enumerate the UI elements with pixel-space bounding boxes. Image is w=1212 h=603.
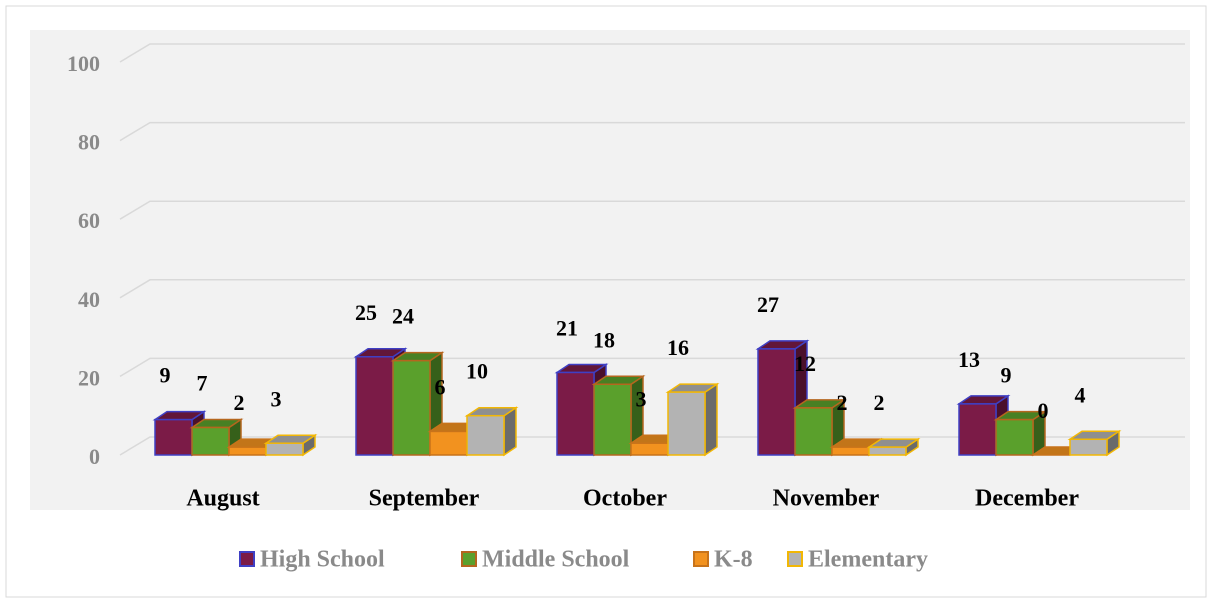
bar xyxy=(355,356,394,456)
bar xyxy=(667,391,706,456)
data-label: 10 xyxy=(466,359,488,384)
data-label: 13 xyxy=(958,347,980,372)
legend-swatch xyxy=(787,551,803,567)
legend-swatch xyxy=(239,551,255,567)
bar xyxy=(265,442,304,456)
y-tick-label: 20 xyxy=(78,365,100,390)
data-label: 24 xyxy=(392,304,414,329)
bar xyxy=(593,383,632,456)
y-tick-label: 0 xyxy=(89,444,100,469)
bar xyxy=(868,446,907,456)
bar xyxy=(831,446,870,456)
grid-line xyxy=(119,279,1185,299)
bar xyxy=(995,418,1034,456)
bar xyxy=(757,348,796,456)
bar xyxy=(466,414,505,456)
bar xyxy=(794,407,833,456)
legend-label: High School xyxy=(260,547,385,573)
bar xyxy=(228,446,267,456)
data-label: 9 xyxy=(1001,363,1012,388)
grid-line xyxy=(119,200,1185,220)
data-label: 2 xyxy=(837,390,848,415)
data-label: 16 xyxy=(667,335,689,360)
y-tick-label: 40 xyxy=(78,287,100,312)
legend-swatch xyxy=(461,551,477,567)
data-label: 9 xyxy=(160,363,171,388)
bar xyxy=(429,430,468,456)
data-label: 3 xyxy=(271,386,282,411)
y-tick-label: 60 xyxy=(78,208,100,233)
data-label: 18 xyxy=(593,327,615,352)
legend-label: K-8 xyxy=(714,547,753,573)
bar xyxy=(191,426,230,456)
data-label: 21 xyxy=(556,316,578,341)
y-tick-label: 100 xyxy=(67,51,100,76)
bar xyxy=(1069,438,1108,456)
data-label: 2 xyxy=(234,390,245,415)
bar xyxy=(392,359,431,456)
legend-swatch xyxy=(693,551,709,567)
data-label: 3 xyxy=(636,386,647,411)
data-label: 6 xyxy=(435,374,446,399)
data-label: 12 xyxy=(794,351,816,376)
x-tick-label: October xyxy=(583,486,667,512)
bar xyxy=(630,442,669,456)
legend-label: Elementary xyxy=(808,547,928,573)
bar xyxy=(958,403,997,456)
data-label: 7 xyxy=(197,371,208,396)
grid-line xyxy=(119,357,1185,378)
data-label: 27 xyxy=(757,292,779,317)
grid-line xyxy=(119,43,1185,63)
x-tick-label: August xyxy=(186,486,259,512)
bar-side xyxy=(704,382,718,457)
legend-label: Middle School xyxy=(482,547,630,573)
y-tick-label: 80 xyxy=(78,130,100,155)
bar xyxy=(556,371,595,456)
x-tick-label: December xyxy=(975,486,1079,512)
x-tick-label: September xyxy=(369,486,480,512)
data-label: 25 xyxy=(355,300,377,325)
data-label: 4 xyxy=(1075,382,1086,407)
data-label: 0 xyxy=(1038,398,1049,423)
x-tick-label: November xyxy=(773,486,880,512)
data-label: 2 xyxy=(874,390,885,415)
bar xyxy=(154,418,193,456)
grid-line xyxy=(119,121,1185,142)
